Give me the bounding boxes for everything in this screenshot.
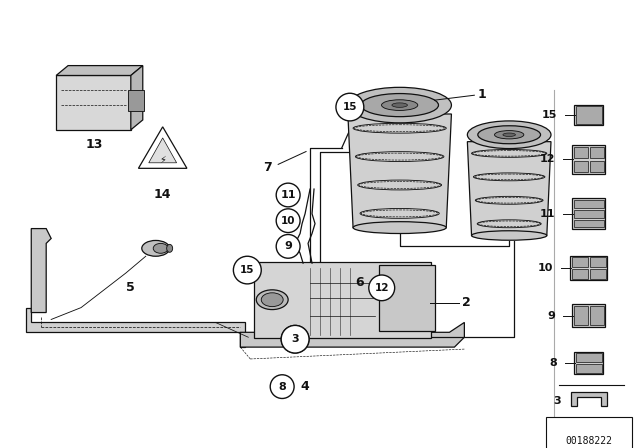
FancyBboxPatch shape	[574, 306, 588, 325]
Ellipse shape	[467, 121, 551, 149]
Ellipse shape	[166, 245, 173, 252]
FancyBboxPatch shape	[570, 256, 607, 280]
Polygon shape	[131, 65, 143, 130]
Text: 10: 10	[538, 263, 553, 273]
Text: 2: 2	[462, 296, 471, 309]
Text: 7: 7	[264, 161, 272, 174]
Ellipse shape	[478, 126, 541, 144]
FancyBboxPatch shape	[574, 105, 604, 125]
Polygon shape	[31, 228, 51, 313]
Ellipse shape	[153, 243, 168, 253]
Ellipse shape	[348, 87, 451, 123]
Text: 1: 1	[477, 88, 486, 101]
Circle shape	[287, 332, 303, 347]
Text: 9: 9	[547, 310, 555, 320]
Text: 13: 13	[85, 138, 102, 151]
Circle shape	[336, 93, 364, 121]
Circle shape	[270, 375, 294, 398]
Text: 14: 14	[154, 188, 172, 201]
Text: 5: 5	[127, 281, 135, 294]
Circle shape	[281, 325, 309, 353]
FancyBboxPatch shape	[254, 262, 431, 338]
Text: 15: 15	[342, 102, 357, 112]
FancyBboxPatch shape	[572, 258, 588, 267]
Text: ⚡: ⚡	[159, 155, 166, 164]
Polygon shape	[241, 323, 465, 347]
Text: 8: 8	[549, 358, 557, 368]
Text: 15: 15	[541, 110, 557, 120]
Polygon shape	[26, 308, 245, 347]
FancyBboxPatch shape	[574, 220, 604, 228]
Text: 10: 10	[281, 215, 296, 226]
Circle shape	[234, 256, 261, 284]
FancyBboxPatch shape	[572, 145, 605, 174]
Polygon shape	[348, 114, 451, 228]
FancyBboxPatch shape	[56, 75, 131, 130]
FancyBboxPatch shape	[590, 147, 604, 158]
FancyBboxPatch shape	[574, 200, 604, 207]
Circle shape	[276, 234, 300, 258]
Ellipse shape	[353, 222, 446, 233]
Polygon shape	[148, 138, 177, 163]
FancyBboxPatch shape	[572, 304, 605, 327]
Ellipse shape	[256, 290, 288, 310]
FancyBboxPatch shape	[379, 265, 435, 332]
FancyBboxPatch shape	[590, 161, 604, 172]
Ellipse shape	[392, 103, 408, 108]
FancyBboxPatch shape	[129, 90, 144, 111]
FancyBboxPatch shape	[572, 269, 588, 279]
FancyBboxPatch shape	[576, 353, 602, 362]
Text: 4: 4	[300, 380, 309, 393]
Polygon shape	[569, 420, 607, 436]
FancyBboxPatch shape	[574, 161, 588, 172]
Polygon shape	[56, 65, 143, 75]
Circle shape	[281, 325, 309, 353]
Circle shape	[276, 183, 300, 207]
Ellipse shape	[361, 94, 438, 116]
Text: 00188222: 00188222	[565, 436, 612, 446]
Text: 3: 3	[554, 396, 561, 406]
Ellipse shape	[472, 231, 547, 240]
Polygon shape	[138, 127, 187, 168]
Text: 6: 6	[355, 276, 364, 289]
Circle shape	[369, 275, 395, 301]
Text: 8: 8	[278, 382, 286, 392]
Text: 12: 12	[374, 283, 389, 293]
Ellipse shape	[503, 133, 515, 137]
Ellipse shape	[261, 293, 283, 306]
Text: 15: 15	[240, 265, 255, 275]
FancyBboxPatch shape	[574, 210, 604, 218]
Text: 11: 11	[280, 190, 296, 200]
FancyBboxPatch shape	[590, 306, 604, 325]
Polygon shape	[467, 142, 551, 236]
Circle shape	[276, 209, 300, 233]
Text: 3: 3	[291, 334, 299, 344]
Text: 9: 9	[284, 241, 292, 251]
Ellipse shape	[495, 131, 524, 139]
FancyBboxPatch shape	[572, 198, 605, 229]
FancyBboxPatch shape	[590, 269, 605, 279]
Ellipse shape	[142, 241, 170, 256]
FancyBboxPatch shape	[574, 352, 604, 374]
Text: 12: 12	[540, 155, 555, 164]
Polygon shape	[571, 392, 607, 406]
FancyBboxPatch shape	[576, 106, 602, 124]
FancyBboxPatch shape	[576, 364, 602, 373]
Ellipse shape	[381, 100, 418, 111]
FancyBboxPatch shape	[574, 147, 588, 158]
FancyBboxPatch shape	[590, 258, 605, 267]
Text: 11: 11	[540, 209, 555, 219]
